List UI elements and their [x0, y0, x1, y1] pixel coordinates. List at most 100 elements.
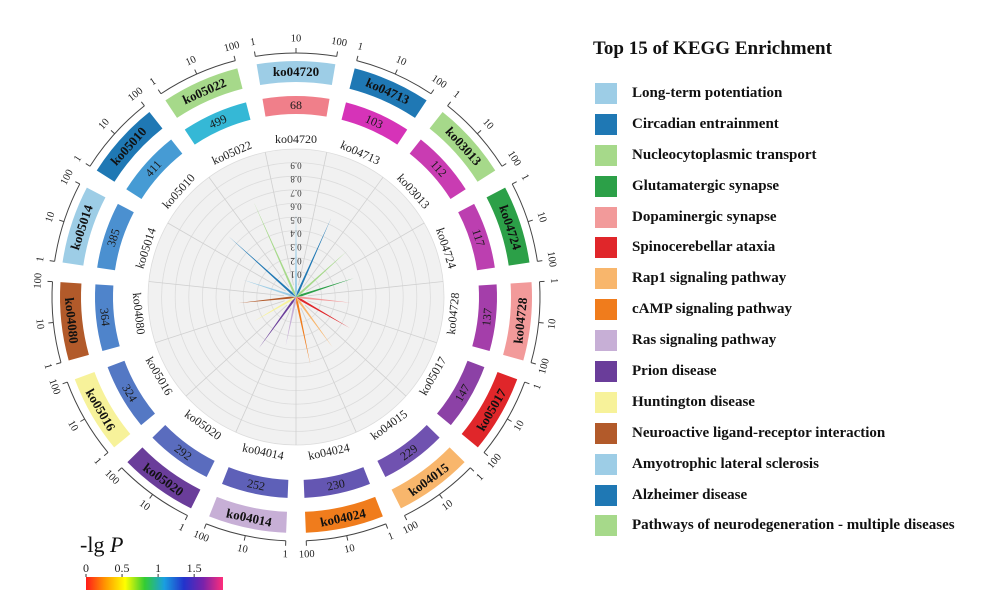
radial-tick-label: 0.9	[290, 161, 302, 171]
scale-tick-label: 100	[486, 452, 505, 471]
scale-tick-label: 100	[429, 73, 448, 91]
scale-tick	[104, 453, 108, 456]
legend-item-ko05014: Amyotrophic lateral sclerosis	[583, 449, 993, 480]
scale-tick-label: 1	[148, 76, 158, 88]
scale-tick-label: 1	[35, 256, 47, 263]
scale-tick-label: 10	[97, 117, 112, 132]
legend-label: cAMP signaling pathway	[632, 301, 792, 318]
legend-swatch	[595, 392, 617, 413]
legend-swatch	[595, 454, 617, 475]
legend-label: Spinocerebellar ataxia	[632, 239, 775, 256]
legend-label: Prion disease	[632, 363, 717, 380]
scale-tick	[158, 90, 161, 94]
colorbar-tick-label: 0	[83, 561, 89, 575]
scale-tick	[404, 516, 406, 520]
scale-tick	[357, 56, 358, 61]
scale-tick-label: 1	[475, 472, 487, 483]
scale-tick	[111, 130, 115, 133]
legend-swatch	[595, 176, 617, 197]
legend-swatch	[595, 83, 617, 104]
scale-tick	[537, 261, 542, 262]
scale-tick-label: 100	[126, 86, 145, 104]
scale-tick-label: 1	[387, 531, 396, 543]
scale-tick	[531, 363, 536, 364]
scale-tick-label: 1	[91, 456, 103, 467]
legend-swatch	[595, 361, 617, 382]
count-label-ko04720: 68	[290, 98, 302, 112]
radial-tick-label: 0.7	[290, 188, 302, 198]
scale-tick-label: 10	[343, 543, 356, 556]
scale-tick	[386, 524, 388, 529]
scale-tick	[477, 130, 481, 133]
scale-tick-label: 1	[519, 173, 531, 183]
scale-tick-label: 10	[480, 117, 495, 132]
scale-tick-label: 10	[535, 211, 549, 224]
legend-label: Glutamatergic synapse	[632, 178, 779, 195]
kegg-circos-chart: 0.10.20.30.40.50.60.70.80.9ko04720ko0471…	[0, 0, 580, 602]
scale-tick-label: 10	[547, 318, 559, 330]
scale-tick	[439, 494, 442, 498]
id-label-ko04720: ko04720	[273, 64, 319, 79]
scale-tick-label: 1	[249, 37, 256, 49]
scale-tick-label: 10	[65, 419, 80, 434]
legend-label: Dopaminergic synapse	[632, 209, 777, 226]
scale-tick-label: 100	[46, 378, 62, 397]
scale-tick	[254, 51, 255, 56]
inner-label-ko04080: ko04080	[130, 292, 148, 335]
legend-item-ko04080: Neuroactive ligand-receptor interaction	[583, 418, 993, 449]
scale-tick	[395, 70, 397, 75]
scale-tick-label: 100	[401, 520, 420, 537]
colorbar-tick-label: 1.5	[187, 561, 202, 575]
scale-tick-label: 10	[184, 54, 198, 68]
scale-tick	[80, 419, 84, 422]
scale-tick-label: 1	[451, 89, 462, 101]
scale-tick-label: 1	[548, 278, 559, 284]
legend-label: Long-term potentiation	[632, 85, 782, 102]
radial-tick-label: 0.5	[290, 215, 302, 225]
scale-tick	[484, 453, 488, 456]
scale-tick	[448, 102, 451, 106]
legend-items: Long-term potentiation Circadian entrainm…	[583, 78, 993, 541]
legend-item-ko04713: Circadian entrainment	[583, 109, 993, 140]
legend-item-ko05010: Alzheimer disease	[583, 480, 993, 511]
scale-tick-label: 10	[440, 498, 455, 513]
scale-tick	[50, 261, 55, 262]
scale-tick	[204, 524, 206, 529]
legend-item-ko04024: cAMP signaling pathway	[583, 294, 993, 325]
legend-label: Nucleocytoplasmic transport	[632, 147, 817, 164]
legend-item-ko04015: Rap1 signaling pathway	[583, 263, 993, 294]
colorbar-title: -lg P	[80, 532, 123, 558]
legend-label: Alzheimer disease	[632, 487, 747, 504]
scale-arc-ko04728	[531, 282, 540, 363]
scale-tick-label: 1	[282, 549, 288, 560]
scale-tick	[195, 70, 197, 75]
scale-tick-label: 10	[394, 54, 408, 68]
scale-arc-ko04080	[52, 282, 61, 363]
legend-label: Circadian entrainment	[632, 116, 779, 133]
scale-tick-label: 1	[356, 41, 364, 53]
scale-tick	[528, 220, 533, 222]
legend-item-ko05017: Spinocerebellar ataxia	[583, 232, 993, 263]
legend-swatch	[595, 114, 617, 135]
scale-tick	[150, 494, 153, 498]
legend-label: Ras signaling pathway	[632, 332, 776, 349]
legend-item-ko05020: Prion disease	[583, 356, 993, 387]
legend-swatch	[595, 485, 617, 506]
scale-tick-label: 10	[137, 498, 152, 513]
legend-label: Rap1 signaling pathway	[632, 270, 786, 287]
legend-title: Top 15 of KEGG Enrichment	[593, 38, 993, 60]
legend-swatch	[595, 515, 617, 536]
radial-tick-label: 0.6	[290, 201, 302, 211]
legend-swatch	[595, 268, 617, 289]
legend-swatch	[595, 423, 617, 444]
scale-tick-label: 100	[505, 149, 523, 168]
legend: Top 15 of KEGG Enrichment Long-term pote…	[583, 38, 993, 541]
scale-tick	[118, 468, 122, 471]
scale-tick-label: 10	[44, 211, 58, 224]
scale-tick	[59, 220, 64, 222]
scale-tick	[234, 56, 235, 61]
count-label-ko04080: 364	[97, 307, 113, 326]
scale-tick	[431, 90, 434, 94]
scale-tick-label: 100	[545, 251, 558, 268]
